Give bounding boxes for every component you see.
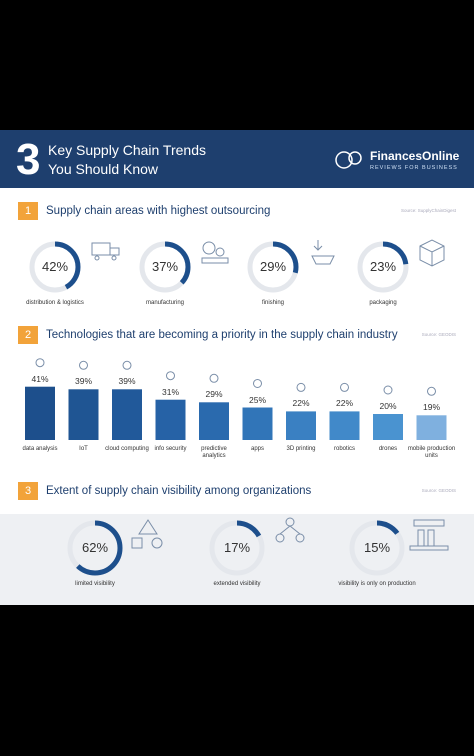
donut-arc <box>67 520 123 576</box>
donut-label: limited visibility <box>75 581 115 587</box>
section-title: Supply chain areas with highest outsourc… <box>46 205 271 217</box>
donut-value: 17% <box>223 540 251 555</box>
donut-label: extended visibility <box>213 581 261 587</box>
logo-icon <box>335 151 362 169</box>
bar-icon <box>296 382 306 392</box>
donut-value: 29% <box>259 259 287 274</box>
donut-value: 42% <box>41 259 69 274</box>
header-number: 3 <box>16 135 41 184</box>
bar <box>416 415 447 440</box>
donut-value: 23% <box>369 259 397 274</box>
bar-icon <box>122 360 132 370</box>
bar-value: 39% <box>74 376 92 387</box>
bar-value: 41% <box>31 373 49 384</box>
bar-category: data analysis <box>22 446 58 452</box>
bar <box>25 386 55 440</box>
bar-icon <box>209 373 219 383</box>
source: Source: SupplyChainDigest <box>400 208 456 213</box>
donut-value: 37% <box>151 259 179 274</box>
bar <box>373 414 403 440</box>
brand: FinancesOnline <box>370 149 460 163</box>
bar-category: mobile production units <box>407 446 456 459</box>
donut-arc <box>349 520 405 576</box>
donut-arc <box>209 520 265 576</box>
source: Source: GEODIS <box>421 488 456 493</box>
donut-arc <box>357 241 409 293</box>
bar-value: 22% <box>335 398 353 409</box>
bar-value: 29% <box>205 389 223 400</box>
bar-icon <box>166 371 175 381</box>
bar <box>242 407 273 440</box>
donut-value: 15% <box>363 540 391 555</box>
bar <box>155 399 186 440</box>
donut-arc <box>139 241 191 293</box>
bar-icon <box>35 358 45 368</box>
bar-category: cloud computing <box>105 446 149 452</box>
section-title: Extent of supply chain visibility among … <box>46 485 312 497</box>
section-badge: 3 <box>18 482 38 500</box>
bar-value: 22% <box>292 398 310 409</box>
bar-category: robotics <box>333 446 355 452</box>
bar-category: predictive analytics <box>201 446 227 459</box>
donut-value: 62% <box>81 540 109 555</box>
bar-category: info security <box>154 446 187 452</box>
header-band <box>0 130 474 188</box>
bar <box>329 411 360 440</box>
donut-arc <box>29 241 81 293</box>
bar-category: apps <box>250 446 264 452</box>
section-badge: 2 <box>18 326 38 344</box>
bar-category: drones <box>378 446 398 452</box>
tagline: REVIEWS FOR BUSINESS <box>370 165 458 171</box>
bar-value: 39% <box>118 376 136 387</box>
bar-icon <box>383 385 393 395</box>
donut-arc <box>247 241 299 293</box>
donut-label: finishing <box>261 300 284 306</box>
bar-icon <box>340 382 349 392</box>
bar <box>112 389 142 440</box>
bar-value: 31% <box>161 386 179 397</box>
bar-icon <box>79 360 88 370</box>
header-title: You Should Know <box>48 161 159 177</box>
donut-label: manufacturing <box>145 300 185 306</box>
section-title: Technologies that are becoming a priorit… <box>46 329 398 341</box>
bar-category: 3D printing <box>286 446 316 452</box>
bar <box>68 389 99 440</box>
bar-value: 20% <box>379 401 397 411</box>
donut-label: packaging <box>369 300 397 306</box>
bar <box>286 411 316 440</box>
bar <box>199 402 229 440</box>
source: Source: GEODIS <box>421 332 456 337</box>
header-title: Key Supply Chain Trends <box>48 142 206 158</box>
icons <box>91 239 449 551</box>
donut-label: visibility is only on production <box>338 581 416 587</box>
bar-value: 19% <box>422 402 440 413</box>
bar-value: 25% <box>248 394 266 405</box>
bar-icon <box>427 386 436 396</box>
bar-category: IoT <box>79 446 88 452</box>
bar-icon <box>253 379 262 388</box>
section-badge: 1 <box>18 202 38 220</box>
donut-label: distribution & logistics <box>26 300 84 306</box>
